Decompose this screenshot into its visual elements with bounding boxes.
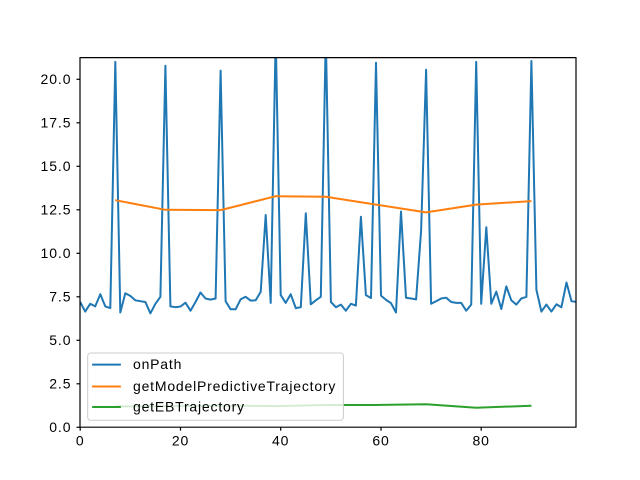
svg-text:80: 80	[473, 432, 490, 448]
svg-text:60: 60	[372, 432, 389, 448]
svg-text:5.0: 5.0	[49, 332, 71, 348]
svg-text:20: 20	[172, 432, 189, 448]
svg-text:12.5: 12.5	[41, 202, 72, 218]
svg-text:onPath: onPath	[133, 356, 182, 372]
svg-text:getEBTrajectory: getEBTrajectory	[133, 399, 245, 415]
svg-text:0: 0	[76, 432, 85, 448]
svg-text:17.5: 17.5	[41, 115, 72, 131]
svg-text:40: 40	[272, 432, 289, 448]
svg-text:15.0: 15.0	[41, 158, 72, 174]
svg-text:2.5: 2.5	[49, 376, 71, 392]
svg-text:10.0: 10.0	[41, 245, 72, 261]
svg-text:getModelPredictiveTrajectory: getModelPredictiveTrajectory	[133, 378, 336, 394]
svg-text:0.0: 0.0	[49, 419, 71, 435]
svg-text:7.5: 7.5	[49, 289, 71, 305]
svg-text:20.0: 20.0	[41, 71, 72, 87]
